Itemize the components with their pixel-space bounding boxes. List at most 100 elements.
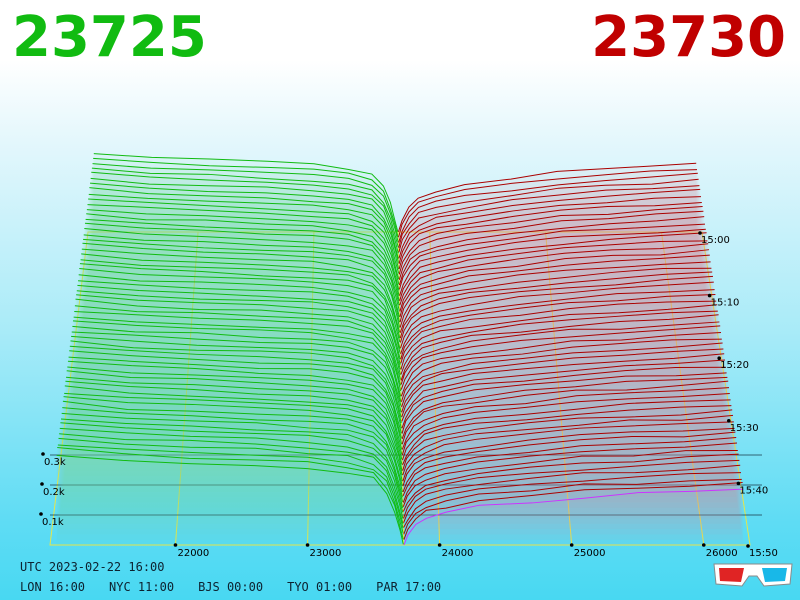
bid-depth-fill — [62, 407, 403, 498]
ask-depth-line — [400, 314, 719, 381]
ask-depth-line — [400, 304, 718, 370]
ask-depth-line — [398, 178, 699, 249]
ask-depth-fill — [400, 289, 715, 355]
ask-depth-line — [401, 353, 725, 418]
ask-depth-line — [399, 243, 709, 312]
bid-depth-fill — [90, 178, 399, 259]
ask-depth-fill — [400, 272, 713, 339]
ask-depth-fill — [400, 311, 718, 376]
bid-depth-line — [76, 294, 401, 380]
bid-depth-line — [67, 360, 403, 450]
ask-depth-fill — [403, 465, 741, 524]
bid-price: 23725 — [12, 5, 207, 70]
time-tick-label: 15:40 — [739, 485, 768, 496]
ask-depth-line — [402, 421, 734, 482]
ask-depth-line — [400, 300, 717, 364]
price-tick-label: 25000 — [574, 548, 606, 559]
ask-depth-line — [398, 196, 702, 264]
grid-line-price — [174, 231, 199, 546]
ask-depth-fill — [399, 243, 709, 312]
ask-depth-line — [402, 442, 738, 503]
time-tick — [698, 231, 702, 235]
price-tick — [305, 543, 310, 547]
ask-depth-line — [400, 289, 715, 355]
grid-line-price — [660, 231, 705, 546]
bid-depth-line — [86, 209, 400, 291]
bid-depth-line — [93, 157, 399, 238]
ask-depth-fill — [402, 377, 728, 439]
ask-depth-line — [400, 310, 718, 375]
time-tick — [746, 544, 750, 548]
ask-depth-line — [401, 376, 728, 440]
bid-depth-line — [65, 380, 403, 471]
ask-depth-fill — [400, 301, 717, 365]
ask-depth-line — [403, 459, 740, 519]
ask-depth-line — [400, 294, 716, 360]
bid-depth-line — [57, 444, 404, 534]
bid-depth-line — [62, 407, 403, 498]
bid-depth-line — [84, 222, 400, 306]
ask-series — [397, 162, 744, 546]
ask-depth-line — [398, 205, 703, 275]
bid-depth-line — [64, 385, 403, 476]
bid-depth-line — [78, 274, 401, 360]
ask-depth-line — [402, 431, 736, 493]
ask-depth-line — [398, 201, 702, 270]
bid-depth-fill — [59, 433, 403, 524]
bid-depth-line — [67, 366, 403, 455]
bid-depth-line — [72, 320, 402, 406]
ask-depth-line — [399, 228, 706, 296]
bid-depth-line — [92, 163, 399, 242]
bid-depth-fill — [84, 223, 400, 307]
bid-depth-line — [93, 153, 399, 233]
price-tick — [437, 543, 442, 547]
bid-depth-line — [81, 248, 401, 333]
ask-depth-line — [400, 331, 722, 397]
ask-depth-line — [401, 366, 726, 429]
ask-depth-fill — [399, 196, 702, 264]
bid-depth-line — [72, 325, 402, 412]
time-tick — [727, 419, 731, 423]
bid-depth-line — [91, 167, 399, 248]
bid-depth-fill — [61, 413, 403, 503]
bid-series — [56, 153, 404, 545]
bid-depth-fill — [59, 428, 403, 519]
bid-depth-line — [56, 454, 404, 545]
bid-depth-line — [78, 280, 401, 365]
bid-depth-fill — [78, 274, 401, 360]
ask-depth-fill — [399, 240, 708, 307]
ask-depth-line — [400, 281, 714, 349]
bid-depth-line — [60, 422, 404, 513]
bid-depth-fill — [88, 199, 399, 280]
ask-depth-line — [402, 405, 732, 466]
bid-depth-line — [69, 350, 402, 439]
ask-price: 23730 — [591, 5, 786, 70]
ask-depth-line — [401, 359, 726, 422]
bid-depth-line — [60, 418, 404, 508]
3d-glasses-icon[interactable] — [712, 558, 794, 592]
time-zone-nyc: NYC 11:00 — [109, 580, 175, 594]
bid-depth-fill — [57, 447, 404, 540]
bid-depth-fill — [85, 219, 400, 301]
axes: 22000 23000 24000 25000 26000 0.1k 0.2k 0.3k 15:… — [39, 231, 778, 559]
ask-depth-line — [399, 261, 711, 328]
bid-depth-line — [63, 396, 403, 486]
ask-depth-line — [398, 169, 698, 238]
bid-depth-line — [76, 290, 401, 375]
bid-depth-fill — [66, 370, 402, 461]
bid-depth-fill — [74, 311, 401, 397]
ask-depth-fill — [400, 294, 716, 360]
time-tick — [736, 481, 741, 486]
ask-depth-fill — [398, 173, 698, 243]
bid-depth-fill — [78, 280, 401, 365]
ask-depth-line — [400, 325, 721, 390]
ask-depth-line — [399, 249, 710, 318]
ask-depth-fill — [403, 479, 742, 535]
ask-depth-fill — [403, 472, 741, 530]
bid-depth-line — [88, 193, 400, 274]
bid-depth-line — [66, 376, 403, 465]
bid-depth-line — [77, 284, 401, 370]
price-tick — [173, 543, 178, 547]
time-tick — [707, 293, 712, 298]
